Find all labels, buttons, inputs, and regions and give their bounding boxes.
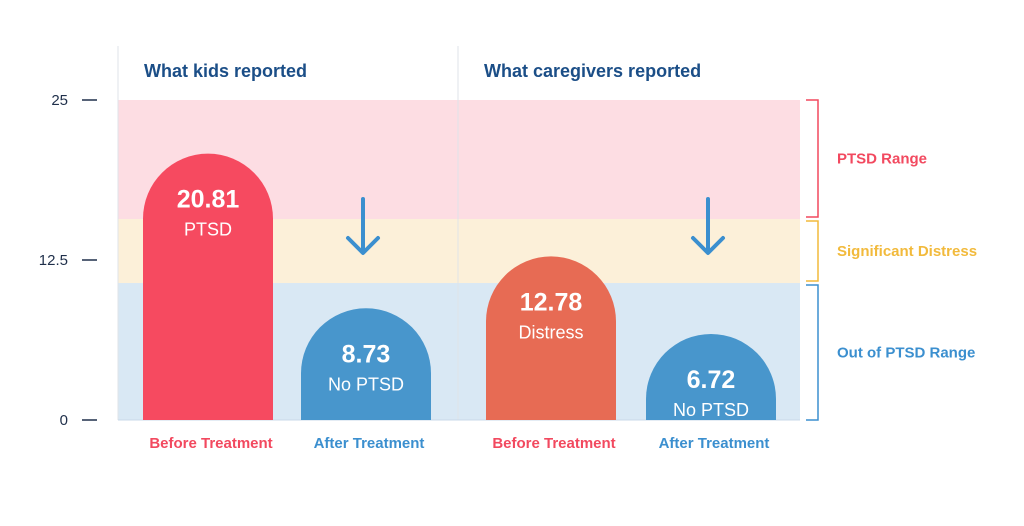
y-axis: 25 12.5 0	[39, 92, 97, 429]
bar-value-label-1-1: 6.72	[687, 366, 736, 394]
bar-1-1	[646, 333, 776, 420]
panel-title-0: What kids reported	[144, 61, 307, 81]
category-label-1-0: Before Treatment	[492, 435, 615, 452]
category-label-0-1: After Treatment	[314, 435, 425, 452]
y-tick-label-0: 25	[51, 92, 68, 109]
down-arrow-icon-1	[691, 197, 725, 255]
panel-titles: What kids reported What caregivers report…	[144, 61, 701, 81]
range-label-2: Out of PTSD Range	[837, 345, 975, 362]
bars: 20.81 PTSD 8.73 No PTSD 12.78 Distress 6.72 No …	[143, 153, 776, 420]
range-label-0: PTSD Range	[837, 151, 927, 168]
bar-0-0	[143, 153, 273, 420]
y-tick-label-2: 0	[60, 412, 68, 429]
category-label-1-1: After Treatment	[659, 435, 770, 452]
category-labels: Before Treatment After Treatment Before Tr…	[149, 435, 769, 452]
range-brackets: PTSD Range Significant Distress Out of PTS…	[806, 99, 977, 421]
bar-status-label-1-1: No PTSD	[673, 400, 749, 420]
bar-1-0	[486, 256, 616, 420]
bar-0-1	[301, 308, 431, 420]
decrease-arrows	[346, 197, 725, 255]
range-bracket-1	[806, 220, 819, 282]
arrow-head-0	[346, 236, 380, 255]
range-bracket-0	[806, 99, 819, 218]
category-label-0-0: Before Treatment	[149, 435, 272, 452]
down-arrow-icon-0	[346, 197, 380, 255]
y-tick-label-1: 12.5	[39, 252, 68, 269]
range-label-1: Significant Distress	[837, 243, 977, 260]
bar-value-label-0-1: 8.73	[342, 340, 391, 368]
bar-value-label-0-0: 20.81	[177, 186, 240, 214]
bar-status-label-0-0: PTSD	[184, 220, 232, 240]
bar-status-label-1-0: Distress	[518, 322, 583, 342]
panel-title-1: What caregivers reported	[484, 61, 701, 81]
bar-status-label-0-1: No PTSD	[328, 374, 404, 394]
arrow-head-1	[691, 236, 725, 255]
bar-value-label-1-0: 12.78	[520, 288, 583, 316]
range-bracket-2	[806, 284, 819, 421]
